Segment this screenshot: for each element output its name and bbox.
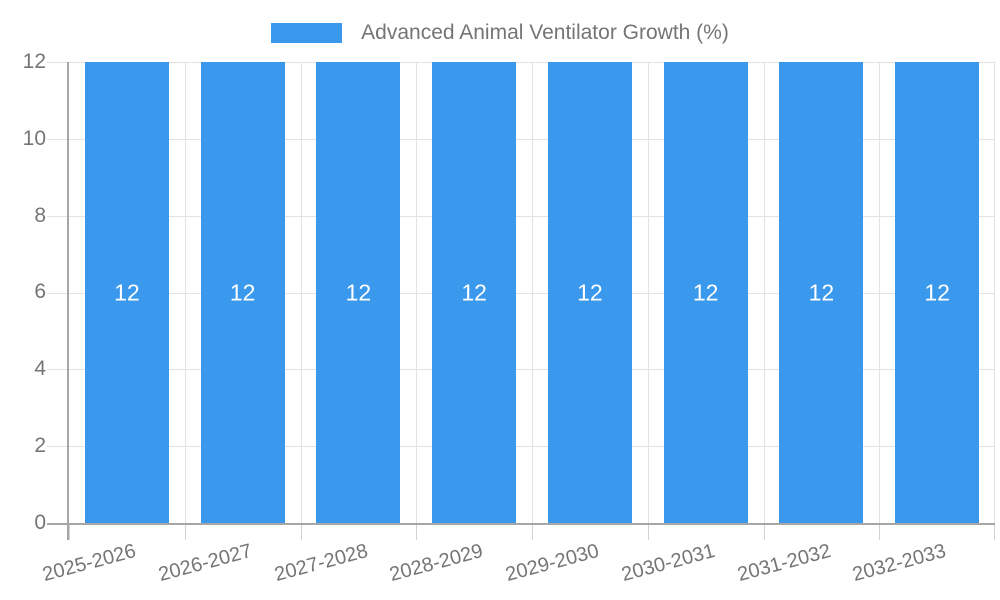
tick-mark: [763, 525, 765, 540]
x-tick-label: 2030-2031: [619, 540, 718, 587]
x-tick-marks: [69, 525, 995, 540]
bar[interactable]: 12: [895, 62, 980, 523]
plot-area: 12 12 12 12 12: [69, 62, 995, 523]
x-tick-label: 2027-2028: [271, 540, 371, 587]
tick-mark: [647, 525, 649, 540]
tick-mark: [994, 525, 995, 540]
gridline: [763, 62, 765, 523]
bar-value-label: 12: [924, 279, 950, 305]
gridline: [994, 62, 995, 523]
gridline: [532, 62, 533, 523]
category-slot: 12: [185, 62, 301, 523]
tick-mark: [300, 525, 302, 540]
bar-value-label: 12: [114, 279, 140, 305]
bar[interactable]: 12: [316, 62, 401, 523]
bar-series: 12 12 12 12 12: [69, 62, 995, 523]
y-tick-label: 2: [34, 434, 46, 457]
bar[interactable]: 12: [663, 62, 748, 523]
gridline: [184, 62, 186, 523]
legend[interactable]: Advanced Animal Ventilator Growth (%): [0, 21, 1000, 45]
category-slot: 12: [532, 62, 648, 523]
y-tick-label: 6: [34, 280, 46, 303]
gridline: [300, 62, 302, 523]
x-tick-label: 2032-2033: [850, 540, 949, 587]
bar-value-label: 12: [229, 279, 256, 305]
y-axis-line: [67, 62, 69, 540]
x-tick-label: 2028-2029: [387, 540, 486, 587]
x-tick-label: 2029-2030: [503, 540, 602, 587]
bar[interactable]: 12: [432, 62, 517, 523]
x-tick-label: 2025-2026: [40, 540, 139, 587]
gridline: [647, 62, 649, 523]
x-tick-label: 2031-2032: [734, 540, 834, 587]
category-slot: 12: [648, 62, 764, 523]
bar-value-label: 12: [692, 279, 719, 305]
y-tick-label: 4: [34, 357, 46, 380]
category-slot: 12: [301, 62, 417, 523]
y-tick-label: 0: [34, 511, 46, 534]
bar-value-label: 12: [577, 279, 603, 305]
legend-label: Advanced Animal Ventilator Growth (%): [361, 21, 729, 44]
bar[interactable]: 12: [84, 62, 169, 523]
bar[interactable]: 12: [547, 62, 632, 523]
category-slot: 12: [764, 62, 880, 523]
tick-mark: [416, 525, 418, 540]
x-axis-labels: 2025-2026 2026-2027 2027-2028 2028-2029 …: [40, 523, 995, 600]
tick-mark: [69, 525, 70, 540]
bar-value-label: 12: [808, 279, 835, 305]
y-tick-label: 10: [22, 127, 46, 150]
bar-value-label: 12: [345, 279, 372, 305]
tick-mark: [184, 525, 186, 540]
x-axis-line: [47, 523, 995, 525]
tick-mark: [879, 525, 881, 540]
bar[interactable]: 12: [779, 62, 864, 523]
gridline: [416, 62, 418, 523]
tick-mark: [532, 525, 533, 540]
x-tick-label: 2026-2027: [156, 540, 255, 587]
legend-swatch: [271, 23, 343, 43]
gridline: [879, 62, 881, 523]
category-slot: 12: [879, 62, 995, 523]
bar-value-label: 12: [461, 279, 487, 305]
category-slot: 12: [69, 62, 185, 523]
y-tick-label: 8: [34, 204, 46, 227]
category-slot: 12: [416, 62, 532, 523]
bar[interactable]: 12: [200, 62, 285, 523]
y-tick-label: 12: [22, 50, 46, 73]
